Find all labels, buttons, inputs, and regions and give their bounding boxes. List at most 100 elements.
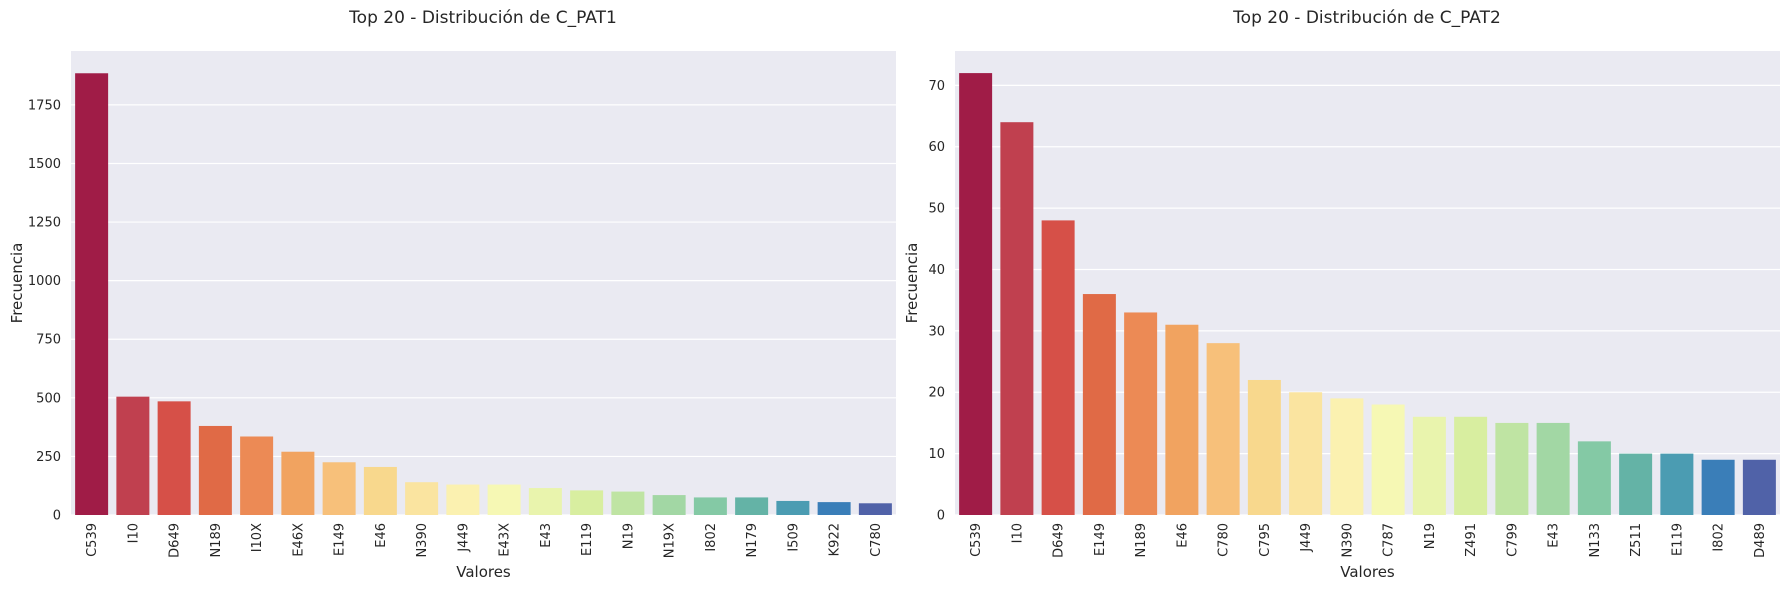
bar — [1371, 404, 1405, 515]
bar — [959, 73, 993, 515]
x-tick-label: C780 — [1217, 523, 1232, 557]
bar — [1412, 416, 1446, 515]
y-tick-label: 1000 — [28, 274, 61, 289]
bar — [75, 73, 109, 515]
x-tick-label: D489 — [1753, 523, 1768, 558]
x-tick-label: N19 — [1423, 523, 1438, 549]
bar — [1082, 294, 1116, 515]
y-tick-label: 1500 — [28, 157, 61, 172]
bar — [1206, 343, 1240, 515]
bar — [1577, 441, 1611, 515]
x-tick-label: N19X — [663, 523, 678, 558]
y-tick-label: 50 — [928, 202, 945, 217]
y-axis-label: Frecuencia — [8, 243, 26, 324]
x-tick-label: J449 — [1299, 523, 1314, 553]
chart-1: 0 250 500 750 1000 1250 1500 1750 C539 I10 D649 N18… — [8, 8, 896, 581]
bar — [1454, 416, 1488, 515]
y-tick-label: 10 — [928, 447, 945, 462]
bar — [1536, 422, 1570, 515]
plot-background — [955, 51, 1780, 515]
bar — [363, 466, 397, 515]
x-tick-label: D649 — [168, 523, 183, 558]
bar — [611, 491, 645, 515]
bar — [1289, 392, 1323, 515]
y-tick-label: 0 — [53, 509, 61, 524]
y-tick-label: 1250 — [28, 216, 61, 231]
x-tick-label: N390 — [415, 523, 430, 558]
chart-title: Top 20 - Distribución de C_PAT2 — [1232, 8, 1501, 28]
x-tick-label: I509 — [786, 523, 801, 552]
x-tick-label: E46X — [291, 523, 306, 557]
bar — [1000, 122, 1034, 515]
x-tick-label: N189 — [1134, 523, 1149, 558]
bar — [157, 401, 191, 515]
y-tick-label: 20 — [928, 386, 945, 401]
y-tick-label: 60 — [928, 140, 945, 155]
x-tick-label: E43 — [539, 523, 554, 548]
x-tick-label: C799 — [1505, 523, 1520, 557]
x-tick-label: E46 — [374, 523, 389, 548]
bar — [652, 495, 686, 515]
bar — [1701, 459, 1735, 515]
y-tick-label: 40 — [928, 263, 945, 278]
x-tick-label: D649 — [1052, 523, 1067, 558]
x-tick-label: Z511 — [1629, 523, 1644, 557]
bar — [1247, 379, 1281, 515]
plot-background — [71, 51, 896, 515]
x-tick-label: N179 — [745, 523, 760, 558]
x-tick-label: J449 — [456, 523, 471, 553]
bar — [446, 484, 480, 515]
x-tick-label: E43 — [1547, 523, 1562, 548]
y-tick-label: 0 — [937, 509, 945, 524]
y-tick-label: 1750 — [28, 98, 61, 113]
x-tick-label: N19 — [621, 523, 636, 549]
bar — [1330, 398, 1364, 515]
bar — [240, 436, 274, 515]
bar — [1742, 459, 1776, 515]
bar — [817, 502, 851, 515]
chart-title: Top 20 - Distribución de C_PAT1 — [348, 8, 617, 28]
x-tick-label: C539 — [969, 523, 984, 557]
x-tick-label: E149 — [333, 523, 348, 556]
bar — [1495, 422, 1529, 515]
x-tick-label: I10X — [250, 523, 265, 552]
x-tick-label: I802 — [1712, 523, 1727, 552]
x-tick-label: N390 — [1340, 523, 1355, 558]
bar — [1660, 453, 1694, 515]
x-tick-label: C787 — [1382, 523, 1397, 557]
bar — [858, 503, 892, 515]
bar — [198, 425, 232, 515]
bar — [1041, 220, 1075, 515]
x-tick-label: N189 — [209, 523, 224, 558]
bar — [1165, 324, 1199, 515]
x-tick-label: E149 — [1093, 523, 1108, 556]
x-tick-label: E119 — [1670, 523, 1685, 556]
x-tick-label: N133 — [1588, 523, 1603, 558]
x-tick-label: C795 — [1258, 523, 1273, 557]
x-tick-label: E46 — [1175, 523, 1190, 548]
x-tick-label: C539 — [85, 523, 100, 557]
bar — [1124, 312, 1158, 515]
y-tick-label: 500 — [36, 391, 61, 406]
y-axis-label: Frecuencia — [903, 243, 921, 324]
chart-2: 0 10 20 30 40 50 60 70 C539 I10 D649 E149 N189 E46 C78… — [903, 8, 1780, 581]
x-tick-label: I10 — [1010, 523, 1025, 543]
x-tick-label: E43X — [498, 523, 513, 557]
bar — [735, 497, 769, 515]
x-tick-label: C780 — [869, 523, 884, 557]
x-tick-label: E119 — [580, 523, 595, 556]
y-tick-label: 750 — [36, 333, 61, 348]
bar — [322, 462, 356, 515]
x-tick-label: Z491 — [1464, 523, 1479, 557]
y-tick-label: 70 — [928, 79, 945, 94]
y-tick-label: 250 — [36, 450, 61, 465]
bar — [693, 497, 727, 515]
x-tick-label: I802 — [704, 523, 719, 552]
bar — [281, 451, 315, 515]
bar — [528, 488, 562, 515]
bar — [776, 500, 810, 515]
y-tick-label: 30 — [928, 324, 945, 339]
bar — [487, 484, 521, 515]
